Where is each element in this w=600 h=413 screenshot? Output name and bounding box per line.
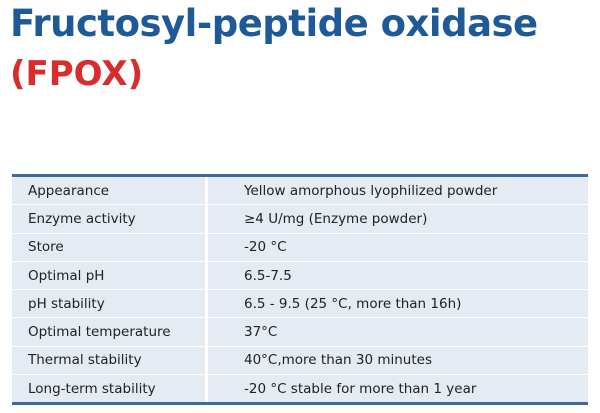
label-cell: pH stability [12, 290, 208, 318]
value-cell: 40°C,more than 30 minutes [244, 352, 432, 369]
value-cell: Yellow amorphous lyophilized powder [244, 182, 498, 199]
label-cell: Thermal stability [12, 346, 208, 375]
table-row: Optimal pH 6.5-7.5 [12, 261, 588, 291]
table-row: Long-term stability -20 °C stable for mor… [12, 375, 588, 403]
table-row: Optimal temperature 37°C [12, 318, 588, 347]
table-row: Appearance Yellow amorphous lyophilized p… [12, 177, 588, 206]
label-cell: Optimal pH [12, 261, 208, 290]
table-row: Enzyme activity ≥4 U/mg (Enzyme powder) [12, 205, 588, 234]
title: Fructosyl-peptide oxidase [10, 2, 538, 45]
table-row: pH stability 6.5 - 9.5 (25 °C, more than … [12, 290, 588, 319]
value-cell: -20 °C stable for more than 1 year [244, 380, 477, 397]
value-cell: ≥4 U/mg (Enzyme powder) [244, 210, 428, 227]
label-cell: Appearance [12, 177, 208, 205]
subtitle: (FPOX) [10, 54, 144, 94]
value-cell: 6.5 - 9.5 (25 °C, more than 16h) [244, 295, 462, 312]
label-cell: Optimal temperature [12, 318, 208, 346]
value-cell: -20 °C [244, 239, 287, 256]
value-cell: 6.5-7.5 [244, 267, 292, 284]
table-row: Store -20 °C [12, 233, 588, 262]
table-row: Thermal stability 40°C,more than 30 minut… [12, 346, 588, 376]
label-cell: Store [12, 233, 208, 261]
label-cell: Long-term stability [12, 375, 208, 403]
value-cell: 37°C [244, 324, 278, 341]
label-cell: Enzyme activity [12, 205, 208, 233]
spec-table: Appearance Yellow amorphous lyophilized p… [12, 174, 588, 406]
